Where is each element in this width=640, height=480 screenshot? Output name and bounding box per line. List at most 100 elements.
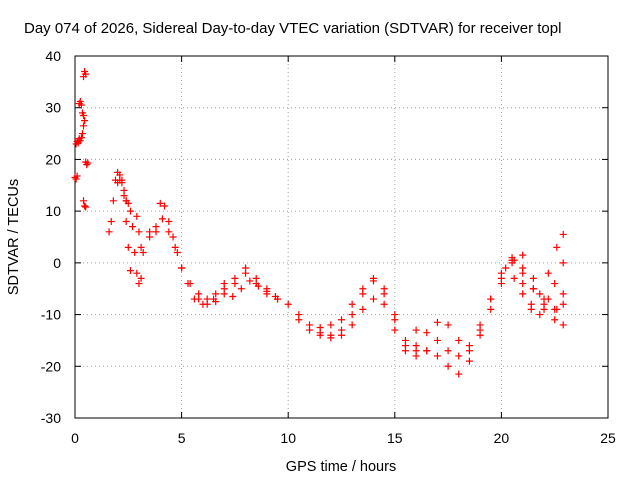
data-point [203,300,211,308]
data-point [465,357,473,365]
data-point [80,122,88,130]
series-arc-21 [502,230,567,308]
data-point [553,305,561,313]
data-point [72,175,80,183]
data-point [348,321,356,329]
data-point [519,290,527,298]
series-arc-19 [423,256,567,378]
data-point [81,117,89,125]
data-point [444,362,452,370]
data-point [178,264,186,272]
data-point [105,228,113,236]
data-point [135,228,143,236]
data-point [348,300,356,308]
data-point [126,207,134,215]
x-tick-label: 0 [71,430,79,446]
data-point [131,249,139,257]
data-point [77,101,85,109]
y-tick-label: 10 [45,203,61,219]
data-point [391,326,399,334]
data-point [129,223,137,231]
data-point [487,305,495,313]
series-arc-16 [295,277,431,360]
data-point [137,274,145,282]
data-point [133,269,141,277]
data-point [455,370,463,378]
data-point [412,352,420,360]
data-point [519,264,527,272]
series-arc-02 [72,134,85,148]
data-point [76,98,84,106]
data-point [423,329,431,337]
data-point [338,331,345,339]
data-point [559,230,567,238]
data-point [519,280,527,288]
data-point [306,321,314,329]
data-point [284,300,292,308]
data-point [455,336,463,344]
data-point [380,300,388,308]
data-point [169,233,177,241]
data-point [73,172,81,180]
data-point [254,282,262,290]
plot-frame [74,55,609,419]
data-point [80,197,88,205]
series-arc-10 [122,197,145,288]
data-point [559,321,567,329]
data-point [81,202,89,210]
data-point [444,321,452,329]
y-tick-label: -10 [41,307,61,323]
data-point [497,269,505,277]
data-point [327,334,335,342]
y-axis-label: SDTVAR / TECUs [6,179,22,295]
series-arc-04 [78,117,89,138]
data-point [76,137,84,145]
series-arc-05 [80,68,90,81]
data-point [126,267,134,275]
data-point [165,217,173,225]
x-axis-label: GPS time / hours [286,459,396,475]
data-point [229,292,237,300]
data-point [359,305,367,313]
data-point [171,243,179,251]
series-arc-07 [82,158,92,169]
data-point [476,326,484,334]
x-tick-label: 15 [387,430,403,446]
data-point [161,202,169,210]
data-point [78,130,86,138]
axis-ticks: 0 5 10 15 20 25 -30 -20 -10 0 10 20 30 40 [41,48,616,446]
data-point [152,228,160,236]
y-tick-label: 0 [53,255,61,271]
data-point [338,316,345,324]
series-arc-06 [80,197,90,211]
data-point [120,192,128,200]
data-point [412,342,420,350]
data-point [497,280,505,288]
data-point [220,280,228,288]
series-arc-14 [195,277,279,308]
data-point [529,285,537,293]
data-point [237,285,245,293]
chart-title: Day 074 of 2026, Sidereal Day-to-day VTE… [24,20,561,37]
data-point [137,243,145,251]
data-point [82,70,90,78]
data-point [369,277,377,285]
series-arc-22 [510,274,567,329]
data-point [220,290,228,298]
data-point [544,269,552,277]
data-point [423,347,431,355]
data-point [133,212,141,220]
data-point [487,295,495,303]
data-point [263,287,271,295]
data-point [380,290,388,298]
data-point [433,336,441,344]
data-point [519,251,527,259]
y-tick-label: 30 [45,100,61,116]
data-point [455,352,463,360]
data-point [465,347,473,355]
data-point [316,331,324,339]
data-point [212,290,220,298]
data-point [295,316,303,324]
x-tick-label: 5 [178,430,186,446]
